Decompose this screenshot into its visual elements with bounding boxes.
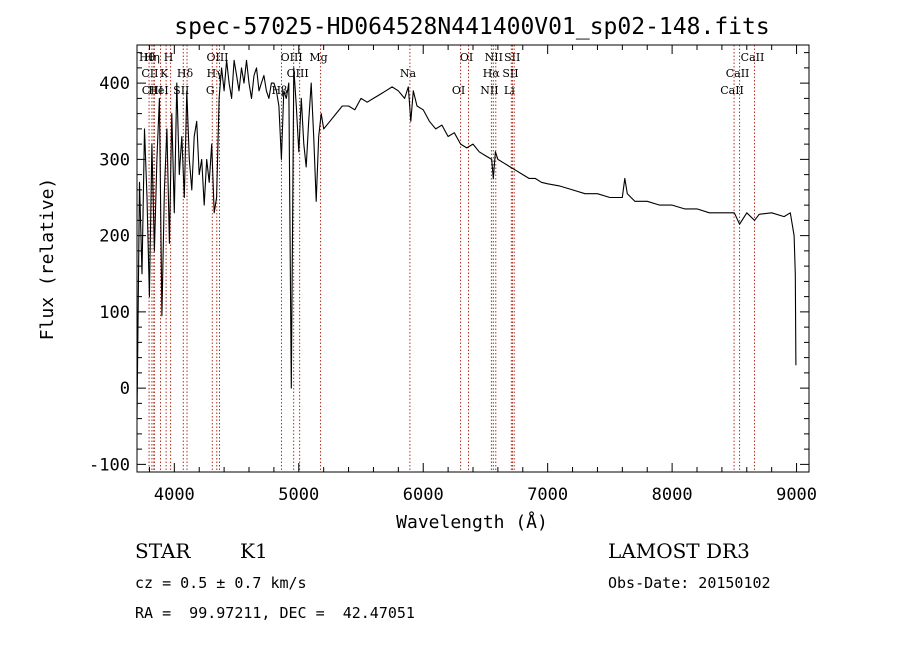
line-label: NII xyxy=(480,84,498,97)
y-tick-label: 400 xyxy=(99,74,130,94)
plot-border xyxy=(136,44,810,473)
series-layer xyxy=(136,59,797,419)
line-label: Hη xyxy=(144,51,160,64)
y-tick-label: 300 xyxy=(99,150,130,170)
line-label: CaII xyxy=(741,51,765,64)
object-subclass: K1 xyxy=(240,539,268,563)
line-label: CaII xyxy=(720,84,744,97)
line-label: Hθ xyxy=(139,51,156,64)
x-tick-label: 6000 xyxy=(403,485,444,505)
x-tick-label: 7000 xyxy=(527,485,568,505)
x-tick-label: 8000 xyxy=(652,485,693,505)
line-labels: Hθ CII CIII HηK HeI HHδ SII OIII Hγ G OIII OIII Hβ Mg… xyxy=(139,51,764,97)
line-label: OIII xyxy=(287,67,309,80)
survey-name: LAMOST DR3 xyxy=(608,539,750,563)
plot-frame xyxy=(136,44,810,473)
y-tick-label: 200 xyxy=(99,227,130,247)
line-markers xyxy=(148,45,755,472)
line-label: H xyxy=(164,51,174,64)
line-label: SII xyxy=(502,67,518,80)
x-tick-label: 4000 xyxy=(154,485,195,505)
coordinates: RA = 99.97211, DEC = 42.47051 xyxy=(135,604,415,622)
line-label: OIII xyxy=(281,51,303,64)
chart-title: spec-57025-HD064528N441400V01_sp02-148.f… xyxy=(174,14,769,40)
x-tick-label: 5000 xyxy=(278,485,319,505)
y-tick-label: 0 xyxy=(120,379,130,399)
redshift-text: cz = 0.5 ± 0.7 km/s xyxy=(135,574,307,592)
y-axis: -100 0 100 200 300 400 xyxy=(89,52,809,475)
line-label: OI xyxy=(452,84,465,97)
line-label: CIII xyxy=(142,84,163,97)
line-label: NII xyxy=(485,51,503,64)
y-tick-label: 100 xyxy=(99,303,130,323)
line-label: SII xyxy=(504,51,520,64)
line-label: HeI xyxy=(148,84,168,97)
line-label: Hδ xyxy=(177,67,194,80)
y-tick-label: -100 xyxy=(89,455,130,475)
line-label: CaII xyxy=(726,67,750,80)
line-label: Na xyxy=(400,67,417,80)
x-axis-label: Wavelength (Å) xyxy=(396,511,548,533)
line-label: Hγ xyxy=(207,67,224,80)
line-label: G xyxy=(206,84,215,97)
y-axis-label: Flux (relative) xyxy=(37,178,58,341)
obs-date: Obs-Date: 20150102 xyxy=(608,574,771,592)
line-label: Hα xyxy=(483,67,501,80)
line-label: OI xyxy=(460,51,473,64)
object-class: STAR xyxy=(135,539,191,563)
line-label: Li xyxy=(504,84,515,97)
x-tick-label: 9000 xyxy=(776,485,817,505)
x-axis: 4000 5000 6000 7000 8000 9000 xyxy=(148,45,817,505)
line-label: K xyxy=(160,67,169,80)
line-label: Hβ xyxy=(272,84,288,97)
line-label: SII xyxy=(173,84,189,97)
line-label: CII xyxy=(141,67,158,80)
spectrum-line xyxy=(136,59,797,419)
line-label: Mg xyxy=(309,51,327,64)
line-label: OIII xyxy=(206,51,228,64)
